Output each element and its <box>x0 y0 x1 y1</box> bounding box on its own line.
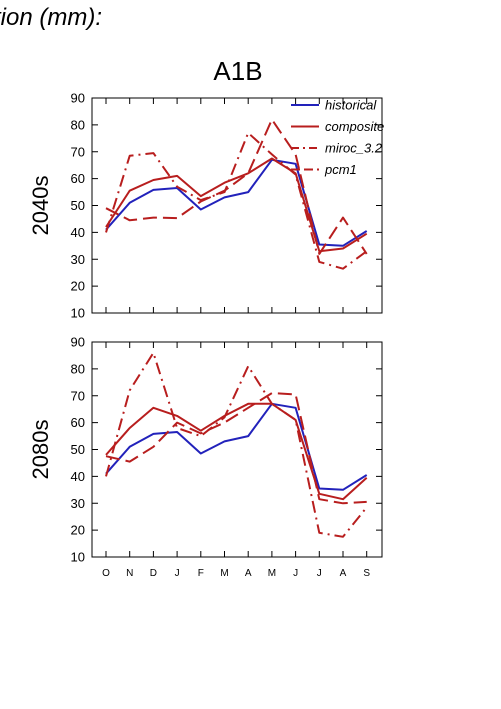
series-line-pcm1 <box>105 118 368 255</box>
legend-label: pcm1 <box>324 162 357 177</box>
series-line-miroc-3-2 <box>105 351 368 538</box>
x-tick-label: O <box>102 568 110 579</box>
chart-legend: historical composite miroc_3.2 pcm1 <box>291 98 384 177</box>
series-line-miroc-3-2 <box>105 131 368 270</box>
y-tick-label: 80 <box>71 361 85 376</box>
plot-frame <box>91 341 383 558</box>
x-tick-label: J <box>175 568 180 579</box>
series-line-historical <box>105 158 368 247</box>
panel-2040s: 10 20 30 40 50 60 70 80 90 2040s <box>28 91 383 321</box>
x-tick-label: N <box>126 568 133 579</box>
figure-title: tion (mm): <box>0 4 102 31</box>
x-tick-label: J <box>293 568 298 579</box>
legend-label: historical <box>325 98 377 113</box>
series-line-composite <box>105 402 368 501</box>
x-tick-label: S <box>363 568 370 579</box>
y-tick-label: 10 <box>71 306 85 321</box>
y-axis-label: 2080s <box>28 420 53 480</box>
y-tick-label: 40 <box>71 469 85 484</box>
x-tick-label: M <box>268 568 276 579</box>
y-tick-label: 20 <box>71 523 85 538</box>
y-tick-label: 10 <box>71 550 85 565</box>
scenario-title: A1B <box>213 56 263 86</box>
y-tick-label: 80 <box>71 117 85 132</box>
y-tick-label: 50 <box>71 442 85 457</box>
y-tick-label: 70 <box>71 388 85 403</box>
x-tick-label: A <box>245 568 252 579</box>
y-tick-label: 30 <box>71 252 85 267</box>
x-tick-label: A <box>340 568 347 579</box>
y-tick-label: 90 <box>71 335 85 350</box>
series-line-historical <box>105 402 368 491</box>
y-tick-label: 60 <box>71 171 85 186</box>
x-tick-label: J <box>317 568 322 579</box>
y-tick-label: 70 <box>71 144 85 159</box>
x-tick-label: M <box>220 568 228 579</box>
y-tick-label: 60 <box>71 415 85 430</box>
y-tick-label: 40 <box>71 225 85 240</box>
series-line-pcm1 <box>105 392 367 505</box>
y-axis-label: 2040s <box>28 176 53 236</box>
y-tick-label: 50 <box>71 198 85 213</box>
x-tick-label: D <box>150 568 157 579</box>
y-tick-label: 30 <box>71 496 85 511</box>
legend-label: miroc_3.2 <box>325 141 383 156</box>
panel-2080s: 10 20 30 40 50 60 70 80 90 O N D J F M A M J J A S 2080s <box>28 335 383 579</box>
y-tick-label: 20 <box>71 279 85 294</box>
legend-label: composite <box>325 119 384 134</box>
series-line-composite <box>105 157 368 253</box>
x-tick-label: F <box>198 568 204 579</box>
y-tick-label: 90 <box>71 91 85 106</box>
